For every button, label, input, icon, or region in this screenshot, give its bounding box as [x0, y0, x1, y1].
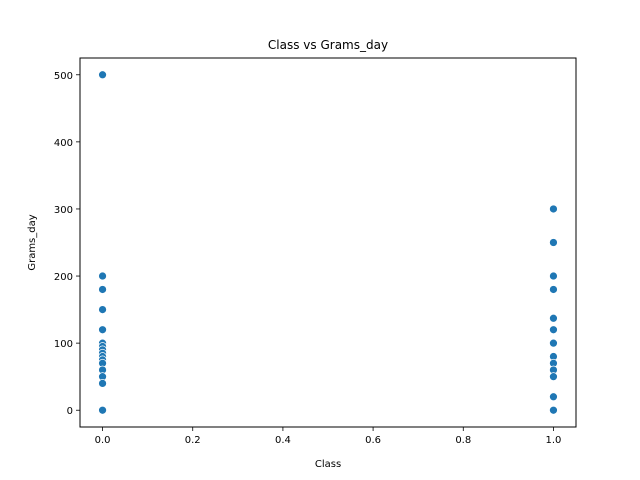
- y-axis-label: Grams_day: [27, 214, 38, 270]
- data-point-26: [549, 372, 558, 382]
- y-axis-ticks: 0 100 200 300 400 500: [54, 71, 80, 417]
- chart-title: Class vs Grams_day: [268, 38, 388, 52]
- data-point-18: [549, 271, 558, 281]
- data-point-19: [549, 285, 558, 294]
- x-tick-label: 0.2: [185, 435, 201, 446]
- data-point-2: [98, 285, 107, 294]
- data-point-16: [549, 204, 558, 214]
- data-point-3: [98, 305, 107, 314]
- points-layer: [98, 70, 558, 415]
- data-point-20: [549, 313, 558, 323]
- y-tick-label: 200: [54, 272, 73, 283]
- x-axis-ticks: 0.0 0.2 0.4 0.6 0.8 1.0: [95, 427, 562, 446]
- data-point-0: [98, 70, 107, 80]
- data-point-21: [549, 325, 558, 335]
- data-point-14: [98, 379, 107, 388]
- y-tick-label: 100: [54, 339, 73, 350]
- data-point-4: [98, 325, 107, 335]
- data-point-22: [549, 338, 558, 348]
- y-tick-label: 400: [54, 138, 73, 149]
- plot-frame: [79, 57, 577, 428]
- x-tick-label: 0.6: [365, 435, 381, 446]
- data-point-27: [549, 392, 558, 402]
- x-axis-label: Class: [315, 459, 341, 470]
- x-tick-label: 1.0: [546, 435, 562, 446]
- data-point-1: [98, 271, 107, 281]
- y-tick-label: 500: [54, 71, 73, 82]
- x-tick-label: 0.8: [455, 435, 471, 446]
- y-tick-label: 300: [54, 205, 73, 216]
- data-point-17: [549, 238, 558, 247]
- y-tick-label: 0: [67, 406, 73, 417]
- data-point-28: [549, 405, 558, 415]
- x-tick-label: 0.4: [275, 435, 291, 446]
- x-tick-label: 0.0: [95, 435, 111, 446]
- data-point-15: [98, 405, 107, 415]
